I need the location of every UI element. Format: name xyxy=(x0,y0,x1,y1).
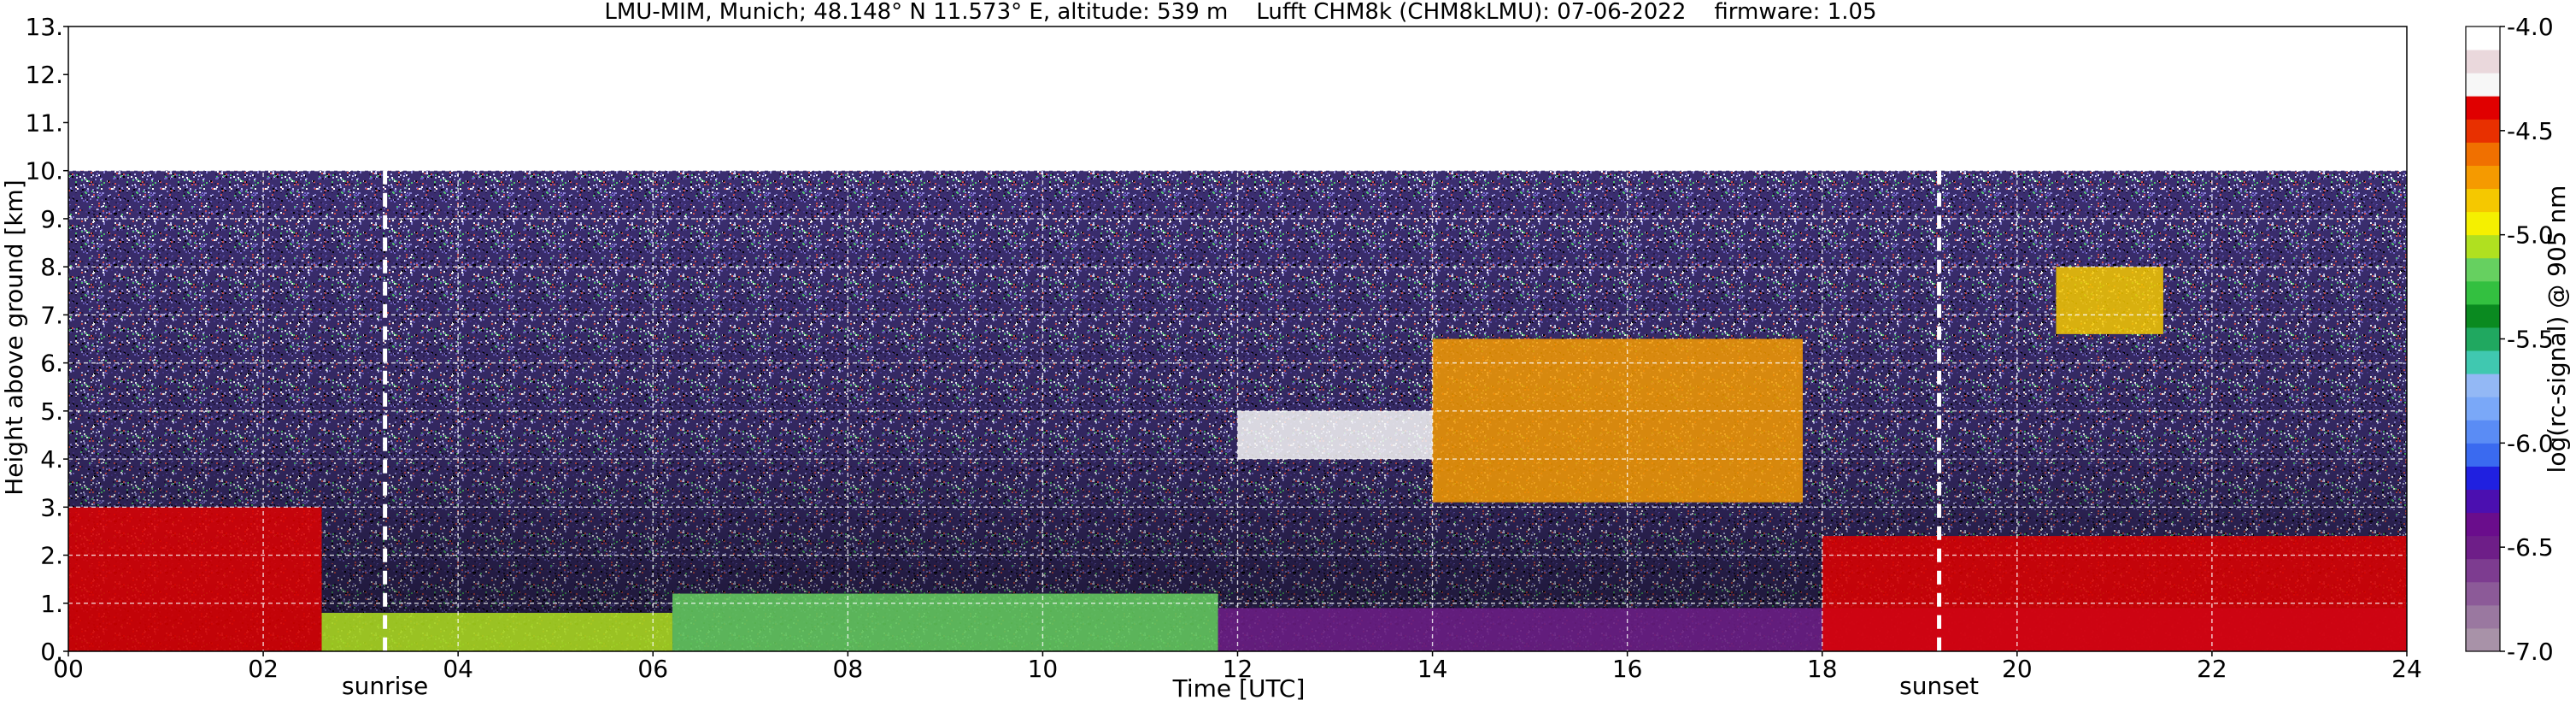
y-axis: 0. 1. 2. 3. 4. 5. 6. 7. 8. 9. 10. 11. 12. 13. xyxy=(25,13,68,666)
colorbar-segment xyxy=(2466,350,2500,374)
colorbar-segment xyxy=(2466,280,2500,305)
y-tick-label: 7. xyxy=(40,301,63,329)
y-axis-label: Height above ground [km] xyxy=(0,179,28,496)
x-tick-label: 14 xyxy=(1417,655,1448,683)
x-tick-label: 02 xyxy=(248,655,279,683)
markers: sunrise sunset xyxy=(342,170,1979,700)
y-tick-label: 11. xyxy=(25,109,63,137)
x-tick-label: 06 xyxy=(637,655,668,683)
colorbar-segment xyxy=(2466,397,2500,421)
colorbar-segment xyxy=(2466,535,2500,560)
colorbar-segment xyxy=(2466,374,2500,397)
colorbar-segment xyxy=(2466,604,2500,629)
feature-morning-boundary-layer xyxy=(68,507,322,651)
y-tick-label: 2. xyxy=(40,542,63,570)
y-tick-label: 1. xyxy=(40,590,63,618)
x-tick-label: 10 xyxy=(1028,655,1059,683)
colorbar-tick-label: -6.5 xyxy=(2507,533,2554,562)
colorbar-segment xyxy=(2466,234,2500,259)
colorbar-segment xyxy=(2466,119,2500,143)
x-tick-label: 20 xyxy=(2002,655,2033,683)
x-tick-label: 16 xyxy=(1612,655,1643,683)
colorbar-segment xyxy=(2466,257,2500,282)
y-tick-label: 5. xyxy=(40,397,63,426)
colorbar-segment xyxy=(2466,581,2500,606)
colorbar-segment xyxy=(2466,73,2500,97)
x-axis-label: Time [UTC] xyxy=(1172,674,1306,703)
colorbar-segment xyxy=(2466,466,2500,490)
y-tick-label: 8. xyxy=(40,253,63,281)
y-tick-label: 13. xyxy=(25,13,63,41)
feature-mid-level-cloud xyxy=(1237,410,1433,460)
feature-aerosol-layer xyxy=(672,593,1218,651)
sunrise-label: sunrise xyxy=(342,672,428,700)
grid xyxy=(68,26,2407,651)
colorbar-segment xyxy=(2466,26,2500,50)
y-tick-label: 4. xyxy=(40,445,63,474)
colorbar-segment xyxy=(2466,142,2500,166)
y-tick-label: 0. xyxy=(40,638,63,666)
colorbar-segment xyxy=(2466,165,2500,190)
chart-title: LMU-MIM, Munich; 48.148° N 11.573° E, al… xyxy=(604,0,1876,25)
x-tick-label: 04 xyxy=(443,655,473,683)
colorbar-tick-label: -4.0 xyxy=(2507,13,2554,41)
feature-aerosol-layer xyxy=(321,613,673,651)
colorbar-tick-label: -6.0 xyxy=(2507,429,2554,457)
colorbar-segment xyxy=(2466,327,2500,351)
x-tick-label: 00 xyxy=(53,655,84,683)
y-tick-label: 12. xyxy=(25,61,63,89)
colorbar-segment xyxy=(2466,443,2500,467)
colorbar-tick-label: -7.0 xyxy=(2507,638,2554,666)
x-tick-label: 12 xyxy=(1223,655,1253,683)
colorbar-label: log(rc-signal) @ 905 nm xyxy=(2543,185,2571,474)
colorbar-segment xyxy=(2466,303,2500,328)
colorbar-segment xyxy=(2466,50,2500,74)
colorbar-segment xyxy=(2466,211,2500,236)
y-tick-label: 6. xyxy=(40,350,63,378)
colorbar-segment xyxy=(2466,188,2500,213)
colorbar-tick-label: -5.5 xyxy=(2507,326,2554,354)
x-tick-label: 08 xyxy=(833,655,864,683)
colorbar-segment xyxy=(2466,512,2500,537)
colorbar-segment xyxy=(2466,627,2500,652)
x-tick-label: 18 xyxy=(1807,655,1838,683)
colorbar-tick-label: -4.5 xyxy=(2507,117,2554,145)
colorbar-segment xyxy=(2466,489,2500,514)
colorbar-tick-label: -5.0 xyxy=(2507,221,2554,250)
colorbar-segment xyxy=(2466,558,2500,583)
feature-boundary-layer-top xyxy=(1822,536,2407,651)
y-tick-label: 3. xyxy=(40,493,63,521)
colorbar-segment xyxy=(2466,420,2500,444)
sunset-label: sunset xyxy=(1899,672,1979,700)
y-tick-label: 9. xyxy=(40,205,63,233)
colorbar: -4.0 -4.5 -5.0 -5.5 -6.0 -6.5 -7.0 xyxy=(2465,13,2554,666)
feature-high-cloud xyxy=(2056,267,2163,334)
x-tick-label: 24 xyxy=(2391,655,2422,683)
feature-mid-level-cloud xyxy=(1432,338,1803,503)
x-axis: 00 02 04 06 08 10 12 14 16 18 20 22 24 xyxy=(53,651,2422,683)
signal-features xyxy=(68,267,2407,651)
y-tick-label: 10. xyxy=(25,157,63,185)
colorbar-segment xyxy=(2466,96,2500,120)
x-tick-label: 22 xyxy=(2197,655,2227,683)
